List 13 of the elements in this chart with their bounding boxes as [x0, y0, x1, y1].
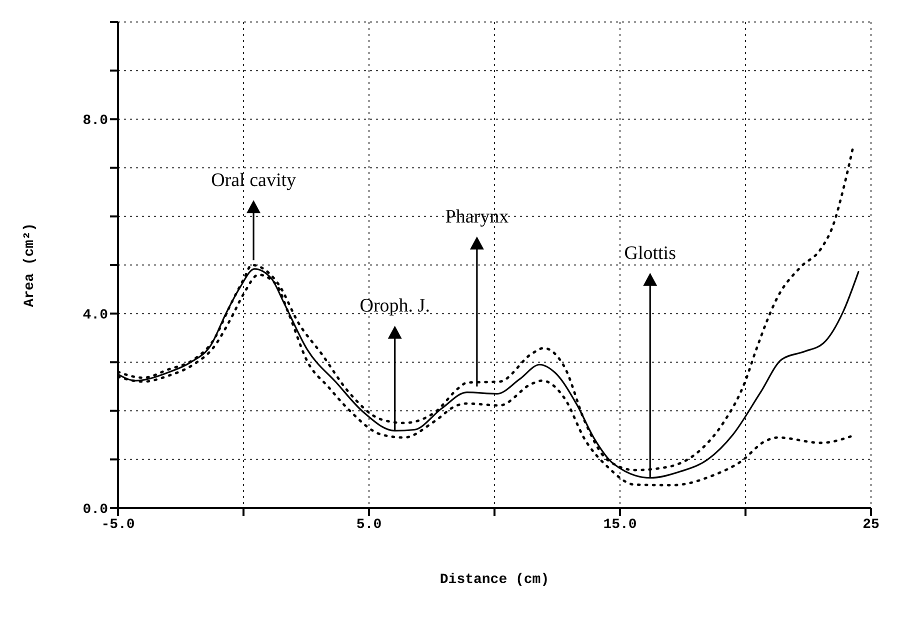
- y-tick-label: 0.0: [82, 502, 108, 518]
- annotation: Glottis: [624, 242, 676, 264]
- annotation: Oral cavity: [211, 170, 297, 192]
- y-tick-label: 4.0: [82, 308, 108, 324]
- x-tick-label: 15.0: [603, 516, 637, 533]
- y-tick-label: 8.0: [82, 113, 108, 130]
- x-tick-label: 5.0: [356, 516, 382, 533]
- annotation: Pharynx: [445, 206, 510, 228]
- annotation: Oroph. J.: [360, 296, 430, 317]
- x-tick-label: 25: [862, 516, 880, 533]
- y-axis-title: Area (cm²): [22, 222, 38, 308]
- x-axis-title: Distance (cm): [440, 572, 550, 588]
- x-tick-label: -5.0: [101, 516, 135, 533]
